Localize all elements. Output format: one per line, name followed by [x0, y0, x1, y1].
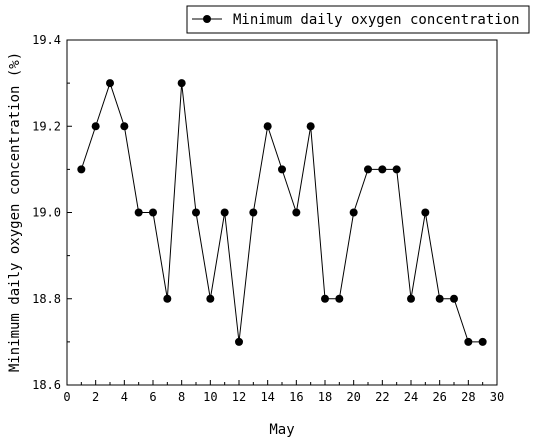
x-tick-label: 26	[432, 390, 446, 404]
data-point	[278, 165, 286, 174]
data-point	[249, 208, 258, 217]
y-tick-label: 19.4	[32, 33, 61, 47]
legend-box	[186, 5, 530, 34]
x-tick-label: 18	[318, 390, 332, 404]
x-tick-label: 2	[92, 390, 99, 404]
data-point	[392, 165, 401, 174]
data-point	[435, 294, 444, 303]
y-tick-label: 19.0	[32, 206, 61, 220]
data-point	[321, 294, 329, 303]
y-axis-ticks: 18.6 18.8 19.0 19.2 19.4	[32, 33, 72, 392]
x-tick-label: 30	[490, 390, 504, 404]
x-tick-label: 4	[121, 390, 128, 404]
data-point	[192, 208, 200, 217]
data-point	[163, 294, 172, 303]
data-point	[349, 208, 358, 217]
data-point	[106, 79, 114, 88]
data-point	[134, 208, 143, 217]
data-point	[120, 122, 129, 131]
data-point	[177, 79, 186, 88]
data-point	[206, 294, 215, 303]
data-point	[263, 122, 272, 131]
x-tick-label: 28	[461, 390, 475, 404]
y-axis-title: Minimum daily oxygen concentration (%)	[7, 52, 23, 372]
x-tick-label: 6	[149, 390, 156, 404]
y-tick-label: 18.6	[32, 378, 61, 392]
data-point	[421, 208, 430, 217]
plot-frame	[66, 39, 498, 386]
x-tick-label: 10	[203, 390, 217, 404]
axes	[66, 39, 498, 386]
data-point	[378, 165, 387, 174]
data-point	[77, 165, 86, 174]
data-point	[149, 208, 157, 217]
data-point	[335, 294, 344, 303]
legend-marker	[203, 15, 211, 23]
x-tick-label: 0	[63, 390, 70, 404]
x-tick-label: 14	[260, 390, 274, 404]
legend-label: Minimum daily oxygen concentration	[233, 12, 520, 28]
series-layer	[77, 79, 487, 346]
data-point	[450, 294, 458, 303]
data-point	[292, 208, 301, 217]
data-point	[407, 294, 415, 303]
y-tick-label: 18.8	[32, 292, 61, 306]
data-point	[235, 337, 243, 346]
data-point	[478, 337, 487, 346]
x-tick-label: 16	[289, 390, 303, 404]
x-tick-label: 24	[404, 390, 418, 404]
data-point	[364, 165, 372, 174]
legend: Minimum daily oxygen concentration	[186, 5, 530, 34]
data-point	[306, 122, 315, 131]
x-axis-ticks: 0 2 4 6 8 10 12 14 16 18 20 22 24 26 28 30	[63, 380, 504, 404]
data-point	[464, 337, 473, 346]
data-point	[220, 208, 229, 217]
y-tick-label: 19.2	[32, 119, 61, 133]
data-point	[91, 122, 100, 131]
x-tick-label: 20	[346, 390, 360, 404]
x-axis-title: May	[269, 422, 294, 438]
x-tick-label: 22	[375, 390, 389, 404]
x-tick-label: 12	[232, 390, 246, 404]
x-tick-label: 8	[178, 390, 185, 404]
